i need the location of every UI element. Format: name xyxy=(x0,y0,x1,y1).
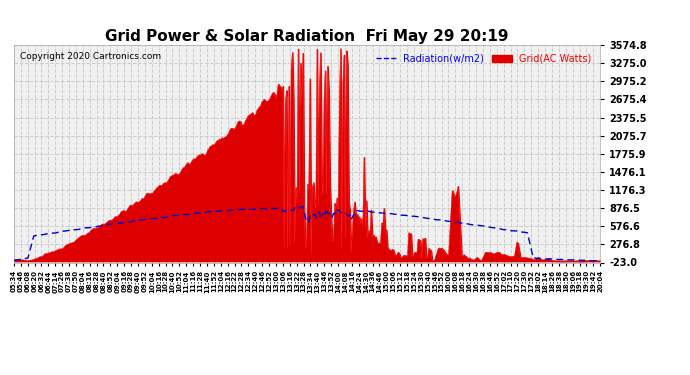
Legend: Radiation(w/m2), Grid(AC Watts): Radiation(w/m2), Grid(AC Watts) xyxy=(373,50,595,68)
Text: Copyright 2020 Cartronics.com: Copyright 2020 Cartronics.com xyxy=(19,51,161,60)
Title: Grid Power & Solar Radiation  Fri May 29 20:19: Grid Power & Solar Radiation Fri May 29 … xyxy=(106,29,509,44)
